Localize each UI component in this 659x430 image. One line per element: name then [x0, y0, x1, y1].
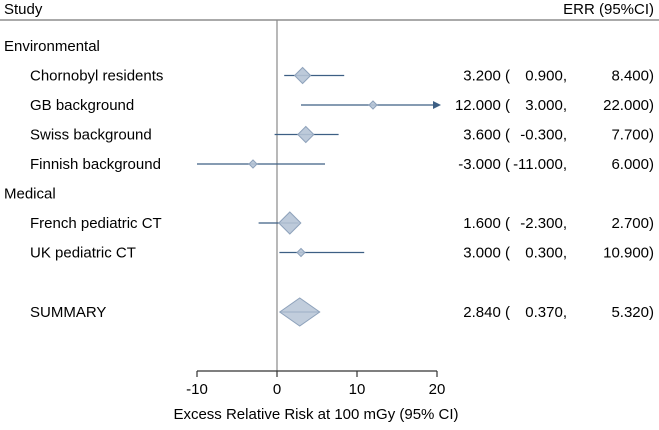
study-label: Chornobyl residents: [30, 68, 163, 85]
point-estimate-marker: [297, 125, 315, 144]
ci-upper: 6.000): [611, 156, 654, 173]
err-estimate: 1.600 (: [463, 215, 510, 232]
ci-lower: 3.000,: [525, 97, 567, 114]
table-header: Study ERR (95%CI): [4, 1, 654, 18]
ci-upper: 2.700): [611, 215, 654, 232]
ci-lower: -2.300,: [520, 215, 567, 232]
study-row-3: Finnish background -3.000 (-11.000, 6.000): [30, 156, 654, 173]
ci-upper: 7.700): [611, 127, 654, 144]
study-rows: Environmental Chornobyl residents 3.200 ( 0…: [4, 20, 654, 371]
study-label: SUMMARY: [30, 304, 106, 321]
ci-lower: -0.300,: [520, 127, 567, 144]
err-estimate: 3.200 (: [463, 68, 510, 85]
group-heading-0: Environmental: [4, 38, 100, 55]
x-tick-label: 10: [349, 381, 366, 398]
ci-upper: 10.900): [603, 245, 654, 262]
ci-arrow-head: [433, 101, 441, 109]
point-estimate-marker: [278, 211, 302, 235]
study-column-header: Study: [4, 1, 43, 18]
ci-lower: -11.000,: [513, 156, 567, 173]
err-estimate: 2.840 (: [463, 304, 510, 321]
summary-diamond: [278, 297, 321, 327]
x-tick-label: 0: [273, 381, 281, 398]
study-row-0: Chornobyl residents 3.200 ( 0.900, 8.400): [30, 66, 654, 85]
study-row-2: Swiss background 3.600 ( -0.300, 7.700): [30, 125, 654, 144]
group-heading-1: Medical: [4, 186, 56, 203]
point-estimate-marker: [248, 159, 258, 169]
err-estimate: 3.600 (: [463, 127, 510, 144]
study-label: French pediatric CT: [30, 215, 162, 232]
err-column-header: ERR (95%CI): [563, 1, 654, 18]
study-row-1: GB background 12.000 ( 3.000, 22.000): [30, 97, 654, 114]
x-tick-label: 20: [429, 381, 446, 398]
study-row-5: UK pediatric CT 3.000 ( 0.300, 10.900): [30, 245, 654, 262]
err-estimate: 3.000 (: [463, 245, 510, 262]
study-label: GB background: [30, 97, 134, 114]
ci-lower: 0.370,: [525, 304, 567, 321]
point-estimate-marker: [296, 247, 306, 258]
ci-upper: 22.000): [603, 97, 654, 114]
ci-lower: 0.900,: [525, 68, 567, 85]
summary-row: SUMMARY 2.840 ( 0.370, 5.320): [30, 297, 654, 327]
point-estimate-marker: [293, 66, 312, 85]
ci-upper: 5.320): [611, 304, 654, 321]
x-axis: -10 0 10 20: [186, 370, 446, 398]
study-label: Finnish background: [30, 156, 161, 173]
x-tick-label: -10: [186, 381, 208, 398]
x-axis-label: Excess Relative Risk at 100 mGy (95% CI): [173, 406, 458, 423]
ci-lower: 0.300,: [525, 245, 567, 262]
study-row-4: French pediatric CT 1.600 ( -2.300, 2.700): [30, 211, 654, 235]
err-estimate: -3.000 (: [458, 156, 510, 173]
ci-upper: 8.400): [611, 68, 654, 85]
err-estimate: 12.000 (: [455, 97, 510, 114]
study-label: Swiss background: [30, 127, 152, 144]
study-label: UK pediatric CT: [30, 245, 136, 262]
point-estimate-marker: [368, 100, 378, 110]
